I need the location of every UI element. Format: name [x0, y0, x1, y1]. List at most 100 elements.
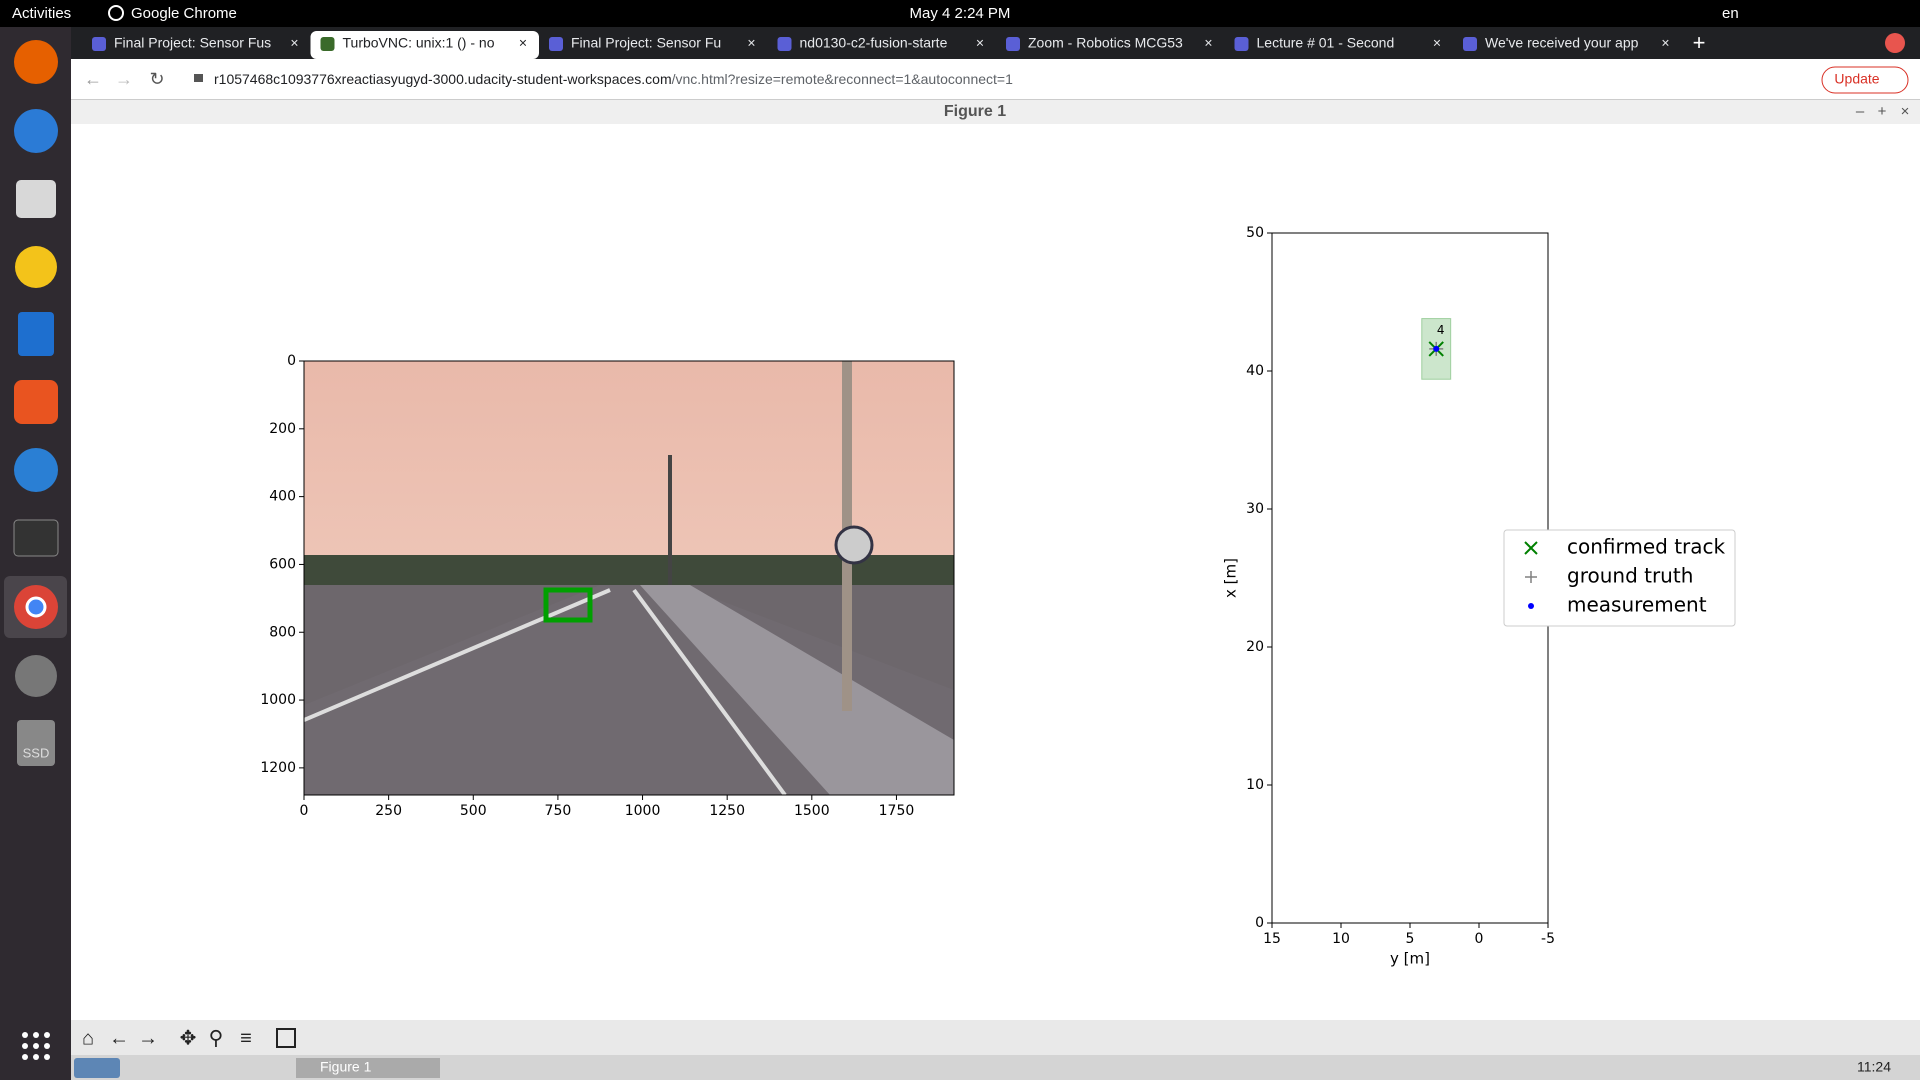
disk[interactable]: [15, 655, 57, 697]
camera-image: [304, 361, 954, 795]
window-titlebar: [71, 100, 1920, 124]
top-bar: [0, 0, 1920, 27]
terminal[interactable]: [13, 519, 59, 557]
tab-icon: [92, 37, 106, 51]
x-axis-label: y [m]: [1390, 950, 1430, 968]
y-tick-label: 400: [269, 489, 296, 505]
lock-icon: [194, 74, 203, 82]
app-menu[interactable]: Google Chrome: [131, 5, 237, 22]
y-tick-label: 0: [287, 353, 296, 369]
firefox[interactable]: [14, 40, 58, 84]
update-button[interactable]: [1821, 66, 1909, 94]
thunderbird[interactable]: [14, 109, 58, 153]
task-label: Figure 1: [320, 1059, 372, 1075]
y-tick-label: 1000: [260, 692, 296, 708]
files[interactable]: [16, 180, 56, 218]
reload[interactable]: ↻: [149, 69, 164, 89]
y-axis-label: x [m]: [1222, 558, 1240, 598]
tab-icon: [549, 37, 563, 51]
tab[interactable]: TurboVNC: unix:1 () - no ×: [310, 31, 540, 59]
tab[interactable]: Lecture # 01 - Second ×: [1234, 35, 1442, 51]
tab-close[interactable]: ×: [519, 35, 527, 51]
url[interactable]: r1057468c1093776xreactiasyugyd-3000.udac…: [214, 71, 1013, 87]
software[interactable]: [14, 380, 58, 424]
y-tick-label: 30: [1246, 501, 1264, 517]
mpl-toolbar: [71, 1020, 1920, 1055]
back[interactable]: ←: [84, 69, 102, 89]
back[interactable]: ←: [109, 1027, 129, 1049]
zoom[interactable]: ⚲: [209, 1027, 224, 1049]
tab-title: Final Project: Sensor Fus: [114, 35, 271, 51]
tab-close[interactable]: ×: [290, 35, 298, 51]
forward[interactable]: →: [115, 69, 133, 89]
start-button[interactable]: [74, 1058, 120, 1078]
tab-icon: [1006, 37, 1020, 51]
home[interactable]: ⌂: [82, 1027, 94, 1049]
clock[interactable]: May 4 2:24 PM: [910, 5, 1011, 22]
update-label: Update: [1834, 71, 1879, 87]
tab-title: Lecture # 01 - Second: [1257, 35, 1395, 51]
tab[interactable]: Zoom - Robotics MCG53 ×: [1006, 35, 1213, 51]
app-grid[interactable]: [22, 1032, 50, 1060]
tab[interactable]: nd0130-c2-fusion-starte ×: [777, 35, 985, 51]
x-tick-label: 15: [1263, 931, 1281, 947]
tab[interactable]: Final Project: Sensor Fus ×: [92, 35, 299, 51]
language[interactable]: en: [1722, 5, 1739, 22]
marker-dot: [1433, 345, 1440, 352]
minimize[interactable]: –: [1856, 103, 1865, 120]
x-tick-label: 5: [1406, 931, 1415, 947]
save[interactable]: [276, 1028, 296, 1048]
pan[interactable]: ✥: [180, 1027, 197, 1049]
tab-icon: [777, 37, 792, 51]
rhythmbox[interactable]: [15, 246, 57, 288]
ssd[interactable]: [17, 720, 55, 766]
maximize[interactable]: +: [1878, 103, 1887, 120]
new-tab[interactable]: +: [1693, 30, 1706, 55]
x-tick-label: 1000: [625, 803, 661, 819]
url-host: r1057468c1093776xreactiasyugyd-3000.udac…: [214, 71, 672, 87]
forward[interactable]: →: [138, 1027, 158, 1049]
close-window[interactable]: [1885, 33, 1905, 53]
tab-title: We've received your app: [1485, 35, 1639, 51]
x-tick-label: 0: [300, 803, 309, 819]
tab-title: Zoom - Robotics MCG53: [1028, 35, 1183, 51]
tab-title: TurboVNC: unix:1 () - no: [343, 35, 495, 51]
x-tick-label: 1750: [879, 803, 915, 819]
x-tick-label: 500: [460, 803, 487, 819]
x-tick-label: 250: [375, 803, 402, 819]
y-tick-label: 20: [1246, 639, 1264, 655]
legend: [1503, 529, 1736, 627]
writer[interactable]: [18, 312, 54, 356]
y-tick-label: 800: [269, 624, 296, 640]
tab-close[interactable]: ×: [976, 35, 984, 51]
tab-close[interactable]: ×: [1204, 35, 1212, 51]
y-tick-label: 1200: [260, 760, 296, 776]
tab[interactable]: Final Project: Sensor Fu ×: [549, 35, 756, 51]
task-button[interactable]: [296, 1058, 440, 1078]
image-axes-frame: [303, 360, 955, 796]
configure[interactable]: ≡: [240, 1027, 252, 1049]
tab-icon: [1463, 37, 1477, 51]
tab-title: Final Project: Sensor Fu: [571, 35, 721, 51]
window-title: Figure 1: [944, 103, 1006, 120]
x-tick-label: 1250: [709, 803, 745, 819]
tab-close[interactable]: ×: [1433, 35, 1441, 51]
tab-icon: [1234, 37, 1249, 51]
tab-close[interactable]: ×: [1661, 35, 1669, 51]
chrome-center: [25, 596, 47, 618]
legend-label: ground truth: [1567, 564, 1693, 588]
x-tick-label: 1500: [794, 803, 830, 819]
tab-title: nd0130-c2-fusion-starte: [800, 35, 948, 51]
y-tick-label: 40: [1246, 363, 1264, 379]
x-tick-label: 0: [1475, 931, 1484, 947]
x-tick-label: 750: [545, 803, 572, 819]
close[interactable]: ×: [1901, 103, 1910, 120]
help[interactable]: [14, 448, 58, 492]
y-tick-label: 0: [1255, 915, 1264, 931]
activities[interactable]: Activities: [12, 5, 71, 22]
tab[interactable]: We've received your app ×: [1463, 35, 1670, 51]
dock-icons: SSD: [4, 40, 67, 1060]
tab-close[interactable]: ×: [747, 35, 755, 51]
